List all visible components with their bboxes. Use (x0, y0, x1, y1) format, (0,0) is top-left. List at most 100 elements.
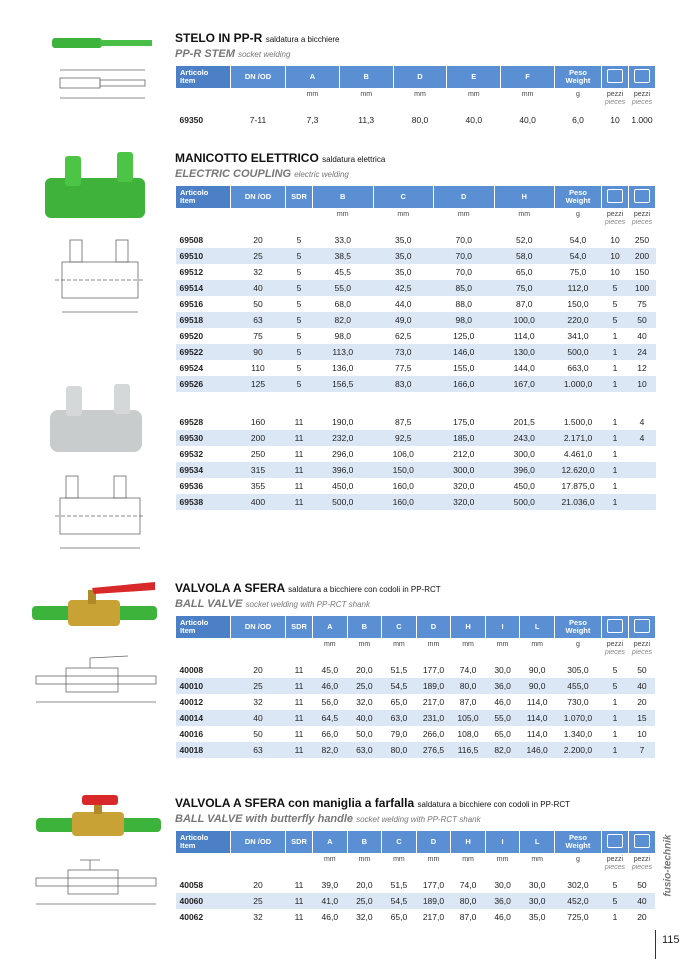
unit-cell (176, 854, 231, 878)
data-cell: 69532 (176, 446, 231, 462)
data-cell: 46,0 (485, 694, 520, 710)
unit: mm (360, 91, 373, 98)
header-text: I (501, 622, 504, 631)
header-text: DN /OD (244, 837, 272, 846)
box-icon (607, 189, 623, 203)
data-cell: 296,0 (313, 446, 374, 462)
data-cell: 51,5 (382, 877, 417, 893)
cell-text: 40058 (179, 880, 204, 890)
data-cell: 42,5 (373, 280, 434, 296)
data-cell: 1 (601, 710, 629, 726)
cell-text: 75,0 (515, 283, 533, 293)
header-text: DN /OD (244, 192, 272, 201)
cell-text: 32 (253, 912, 263, 922)
divider (655, 930, 656, 959)
header-cell: B (346, 830, 383, 854)
data-cell: 4 (628, 430, 656, 446)
cell-text: 106,0 (392, 449, 414, 459)
data-row: 69530 200 11 232,0 92,5 185,0 243,0 2.171,0 1 4 (175, 430, 656, 446)
header-cell: Peso Weight (553, 615, 602, 639)
data-cell: 190,0 (313, 414, 374, 430)
data-cell: 185,0 (433, 430, 494, 446)
cell-text: 11 (294, 417, 304, 427)
data-cell: 25,0 (347, 893, 382, 909)
cell-text: 125 (250, 379, 266, 389)
data-cell: 1.070,0 (554, 710, 602, 726)
cell-text: 69510 (179, 251, 204, 261)
unit-cell: mm (485, 854, 520, 878)
data-cell: 250 (629, 232, 656, 248)
cell-text: 20 (253, 880, 263, 890)
data-cell: 11 (285, 678, 313, 694)
cell-text: 396,0 (332, 465, 354, 475)
header-text: SDR (291, 837, 307, 846)
header-text: L (534, 837, 540, 846)
data-cell: 20 (628, 694, 655, 710)
data-cell: 63,0 (381, 710, 417, 726)
data-cell: 88,0 (434, 296, 495, 312)
data-cell: 7,3 (286, 112, 340, 128)
box-icon (606, 834, 623, 848)
data-row: 69350 7-11 7,3 11,3 80,0 40,0 40,0 6,0 10 1.000 (176, 112, 656, 128)
cell-text: 232,0 (332, 433, 354, 443)
cell-text: 90 (253, 347, 263, 357)
unit: g (576, 91, 580, 98)
data-cell: 160,0 (373, 494, 434, 510)
data-cell (629, 446, 656, 462)
cell-text: 25 (253, 251, 263, 261)
cell-text: 5 (612, 315, 618, 325)
cell-text: 11 (294, 713, 304, 723)
data-cell: 40062 (176, 909, 231, 925)
cell-text: 450,0 (332, 481, 354, 491)
unit: mm (393, 641, 405, 648)
data-cell: 150,0 (555, 296, 602, 312)
header-cell: DN /OD (230, 830, 286, 854)
data-cell: 82,0 (485, 742, 520, 758)
data-cell: 1.500,0 (555, 414, 602, 430)
title-sub: saldatura a bicchiere con codoli in PP-R… (417, 800, 571, 809)
title: MANICOTTO ELETTRICO saldatura elettrica (175, 151, 655, 168)
data-cell: 217,0 (416, 909, 451, 925)
unit: g (575, 641, 580, 648)
data-cell: 69526 (175, 376, 231, 392)
data-cell: 12.620,0 (554, 462, 602, 478)
unit: mm (323, 641, 336, 648)
spec-table: Articolo Item DN /OD SDR B C D H Peso Weight mm mm m… (175, 185, 656, 510)
cell-text: 10 (610, 235, 620, 245)
header-cell: B (312, 185, 374, 209)
cell-text: 112,0 (567, 283, 589, 293)
data-cell: 114,0 (520, 694, 555, 710)
cell-text: 62,5 (394, 331, 412, 341)
data-cell: 54,0 (555, 232, 602, 248)
data-cell: 114,0 (520, 726, 555, 742)
icon-cell (627, 615, 656, 639)
data-cell: 1 (601, 726, 628, 742)
data-cell: 69518 (175, 312, 231, 328)
units-row: mm mm mm mm mm g pezzi pieces pezzi pieces (176, 89, 656, 113)
unit-cell: mm (501, 89, 555, 113)
data-cell: 5 (285, 280, 313, 296)
cell-text: 1 (612, 481, 618, 491)
gap-row (176, 392, 656, 414)
data-cell: 10 (602, 264, 629, 280)
cell-text: 2.171,0 (563, 433, 593, 443)
cell-text: 55,0 (334, 283, 352, 293)
cell-text: 302,0 (567, 880, 589, 890)
data-cell: 11 (285, 893, 313, 909)
cell-text: 11 (294, 745, 304, 755)
data-cell: 35,0 (373, 248, 434, 264)
data-cell: 302,0 (554, 877, 601, 893)
cell-text: 87,0 (515, 299, 533, 309)
data-cell: 69514 (175, 280, 231, 296)
cell-text: 11 (294, 729, 304, 739)
unit-en: pieces (631, 219, 653, 226)
data-cell: 5 (601, 280, 629, 296)
header-cell: C (381, 830, 417, 854)
data-cell: 40,0 (347, 710, 382, 726)
cell-text: 1.070,0 (563, 713, 593, 723)
cell-text: 250 (250, 449, 266, 459)
data-cell: 75 (231, 328, 286, 344)
cell-text: 46,0 (494, 697, 511, 707)
units-row: mm mm mm mm g pezzi pieces pezzi pieces (176, 209, 656, 233)
data-cell: 730,0 (554, 694, 601, 710)
